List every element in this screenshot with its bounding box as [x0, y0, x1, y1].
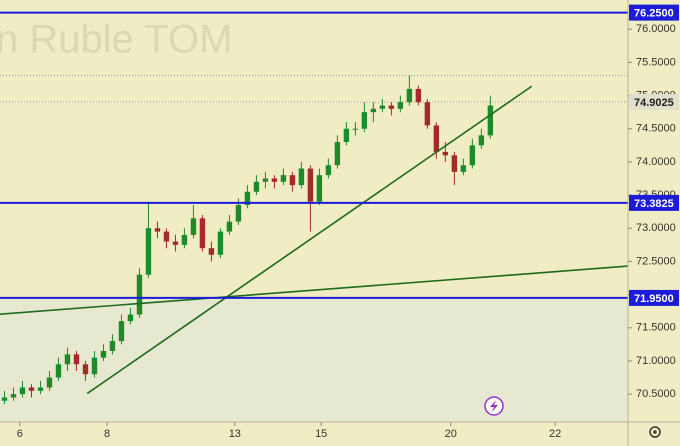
current-price-box	[629, 94, 679, 111]
y-tick-label: 73.0000	[636, 222, 676, 234]
candle-body	[361, 112, 368, 129]
candle-body	[262, 178, 269, 182]
candle-body	[163, 231, 170, 242]
candle-body	[253, 181, 260, 192]
level-label: 71.9500	[634, 293, 674, 305]
level-label: 76.2500	[634, 8, 674, 20]
candle-body	[235, 205, 242, 222]
support-zone	[0, 297, 628, 422]
candle-body	[307, 168, 314, 202]
y-tick-label: 70.5000	[636, 388, 676, 400]
current-price-label: 74.9025	[634, 97, 674, 109]
candle-body	[127, 314, 134, 322]
candle-body	[478, 135, 485, 146]
candle-body	[118, 321, 125, 342]
y-tick-label: 75.5000	[636, 56, 676, 68]
candle-body	[172, 241, 179, 245]
candle-body	[370, 108, 377, 113]
level-label-box	[629, 194, 679, 211]
candle-body	[199, 218, 206, 249]
candle-body	[136, 274, 143, 315]
candle-body	[334, 141, 341, 166]
y-tick-label: 76.0000	[636, 23, 676, 35]
level-label: 73.3825	[634, 198, 674, 210]
candle-body	[190, 218, 197, 235]
y-tick-label: 72.5000	[636, 255, 676, 267]
candle-body	[10, 394, 17, 398]
candle-body	[469, 145, 476, 166]
settings-icon-core	[653, 430, 657, 434]
candle-body	[280, 175, 287, 182]
plot-area	[0, 11, 629, 422]
candle-body	[208, 248, 215, 255]
candle-body	[433, 125, 440, 152]
candle-body	[64, 354, 71, 365]
candle-body	[415, 88, 422, 103]
candle-body	[181, 234, 188, 245]
candle-body	[424, 102, 431, 126]
candle-body	[28, 387, 35, 391]
settings-icon[interactable]	[649, 426, 661, 438]
candle-body	[343, 128, 350, 142]
candle-body	[271, 178, 278, 182]
alert-bolt	[490, 400, 498, 412]
x-tick-label: 22	[549, 428, 561, 440]
watermark: n Ruble TOM	[0, 18, 232, 62]
y-tick-label: 74.0000	[636, 156, 676, 168]
y-tick-label: 74.5000	[636, 123, 676, 135]
candle-body	[316, 175, 323, 202]
trendline	[0, 265, 629, 315]
level-label-box	[629, 4, 679, 21]
candle-body	[379, 105, 386, 109]
candle-body	[487, 105, 494, 136]
candle-body	[91, 357, 98, 375]
candle-body	[325, 165, 332, 176]
candle-body	[154, 228, 161, 232]
x-tick-label: 13	[229, 428, 241, 440]
trendline	[86, 85, 533, 395]
x-tick-label: 15	[315, 428, 327, 440]
candle-body	[298, 168, 305, 186]
candle-body	[1, 397, 8, 401]
candle-body	[244, 191, 251, 206]
candle-body	[352, 128, 359, 130]
candle-body	[46, 377, 53, 388]
x-tick-label: 8	[104, 428, 110, 440]
y-tick-label: 71.0000	[636, 355, 676, 367]
candle-body	[73, 354, 80, 365]
x-tick-label: 20	[445, 428, 457, 440]
candle-body	[460, 165, 467, 172]
candle-body	[289, 175, 296, 186]
y-tick-label: 71.5000	[636, 322, 676, 334]
candle-body	[19, 387, 26, 395]
level-label-box	[629, 289, 679, 306]
candle-body	[145, 228, 152, 275]
candle-body	[109, 341, 116, 352]
candle-body	[217, 231, 224, 255]
candle-body	[406, 88, 413, 103]
candle-body	[451, 155, 458, 172]
candle-body	[37, 387, 44, 391]
candle-body	[388, 105, 395, 109]
candle-body	[397, 102, 404, 109]
candle-body	[82, 364, 89, 375]
x-tick-label: 6	[17, 428, 23, 440]
candle-body	[55, 364, 62, 378]
candle-body	[226, 221, 233, 232]
candle-body	[100, 351, 107, 358]
candle-body	[442, 151, 449, 156]
